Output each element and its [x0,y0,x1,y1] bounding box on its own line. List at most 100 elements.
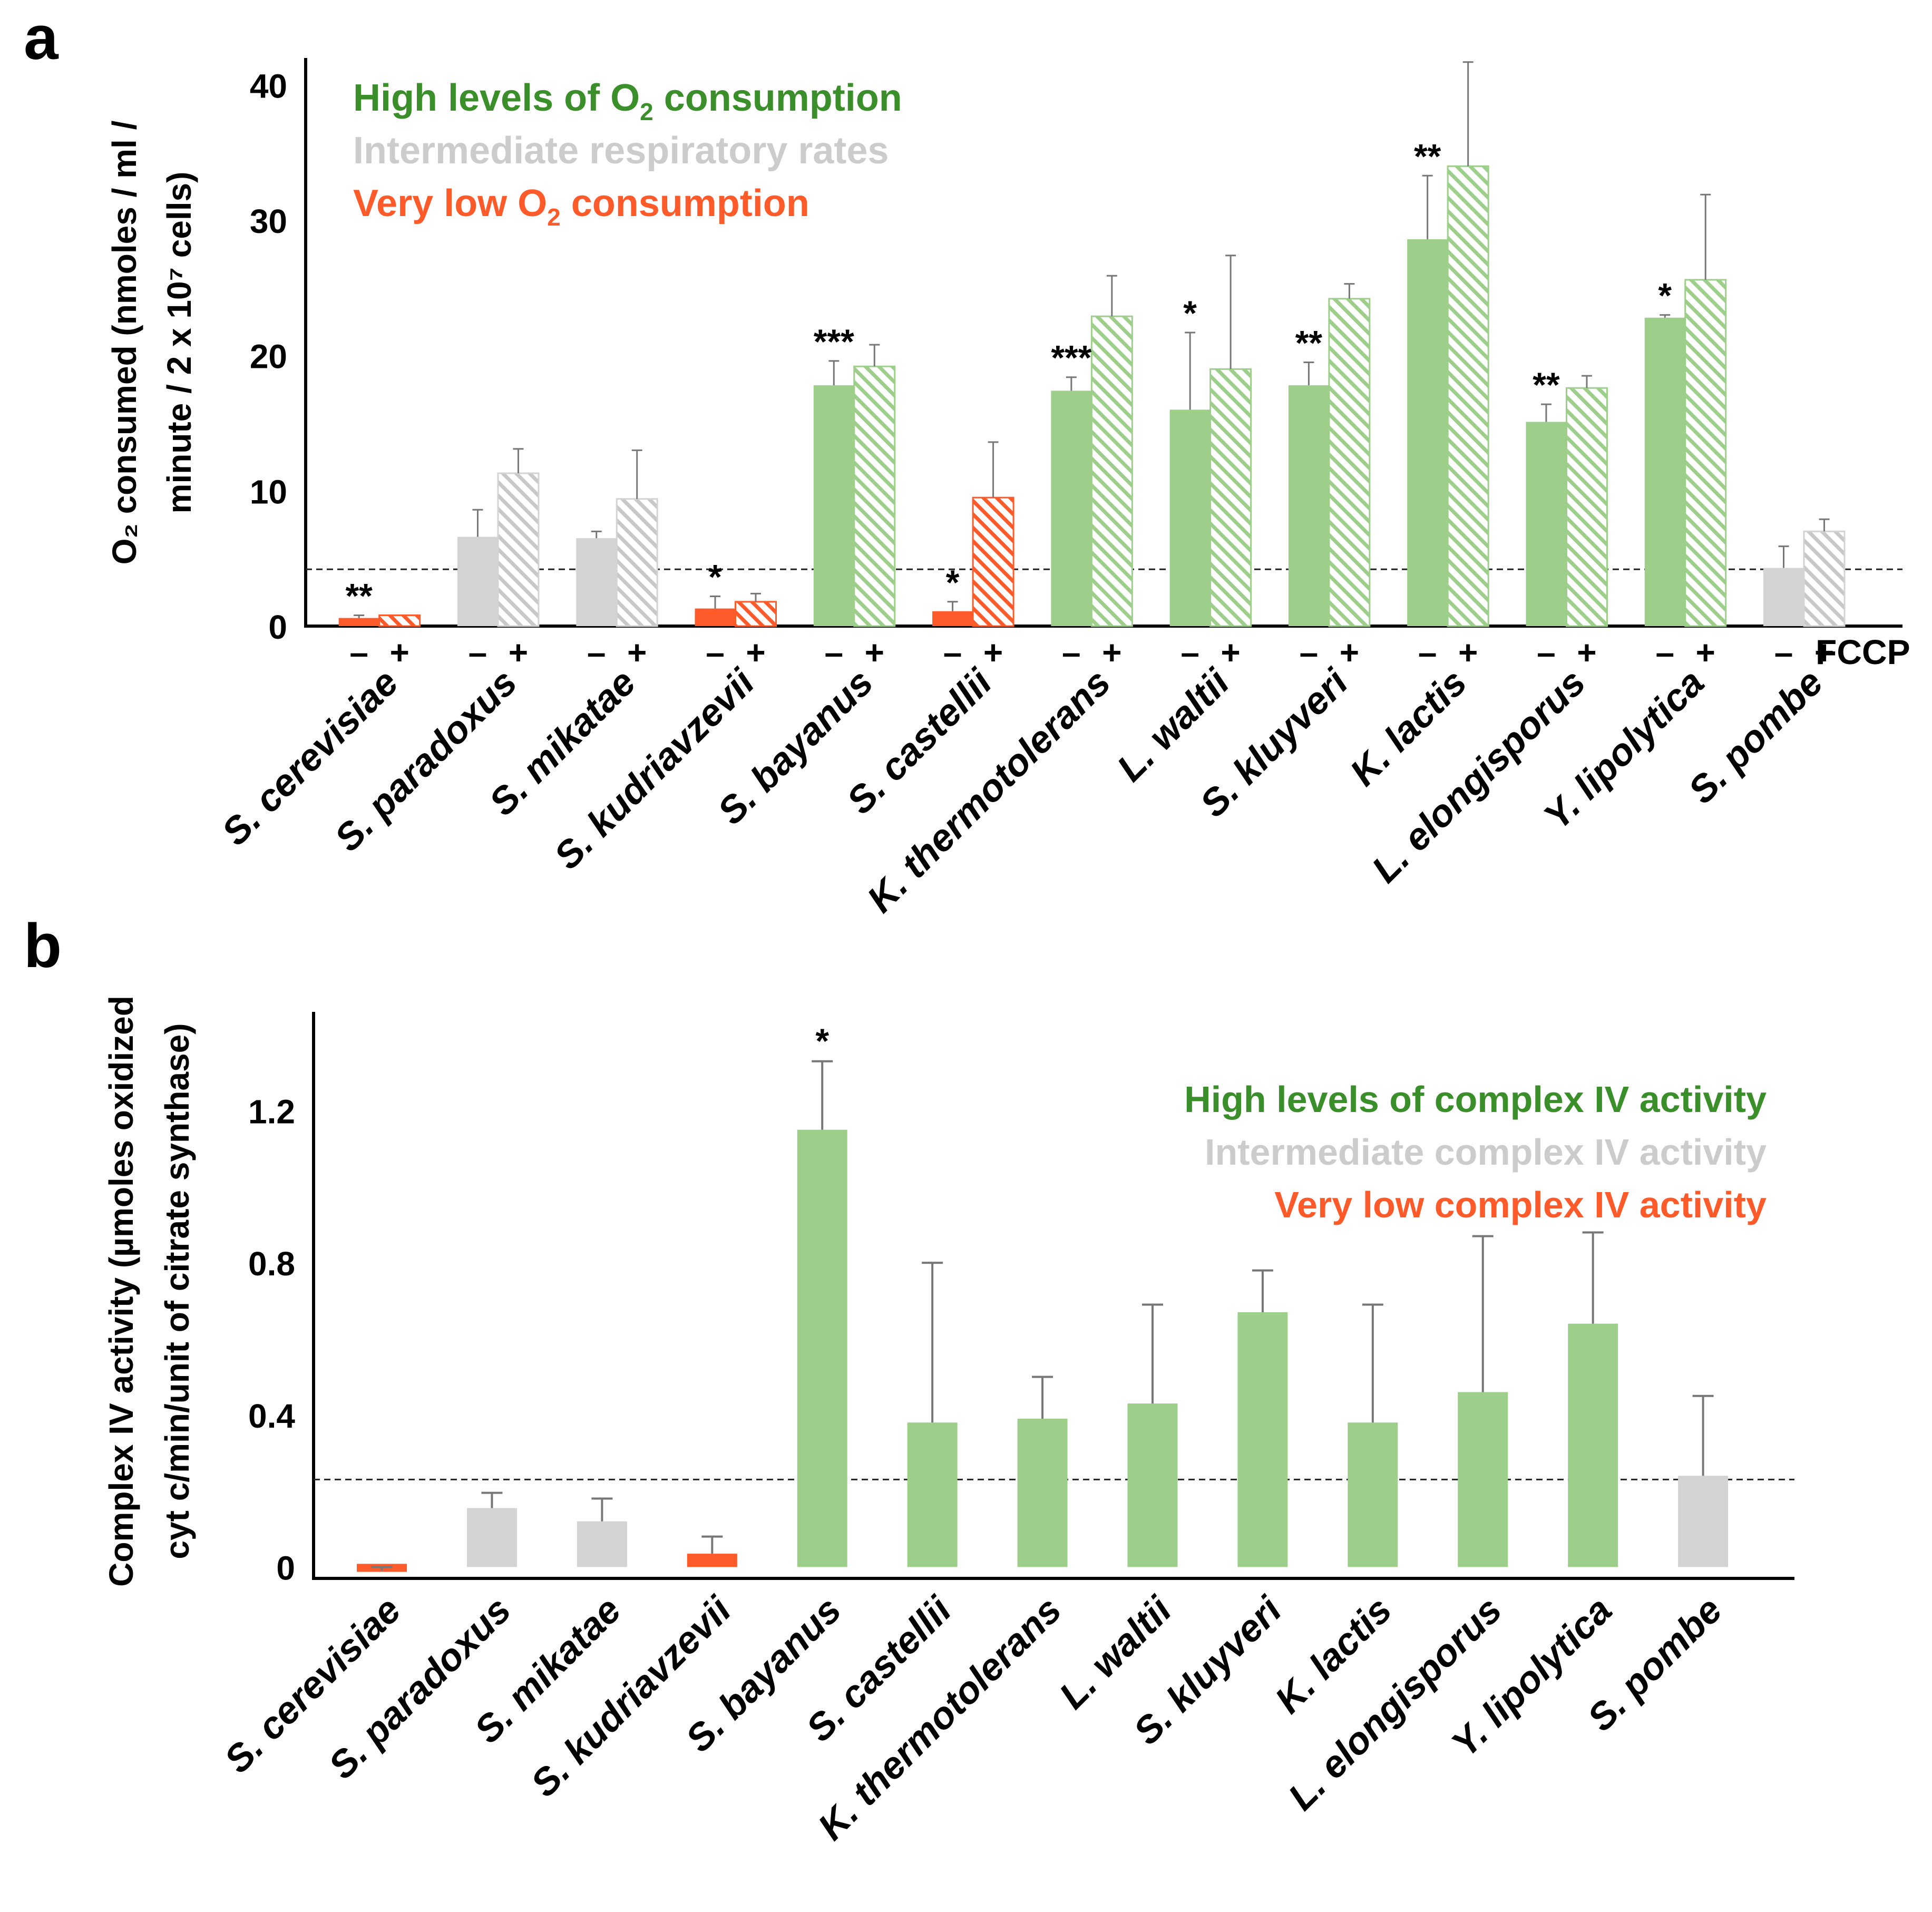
bar-b [1127,1403,1178,1567]
bar-a-minus-fccp [1051,391,1092,626]
y-tick-label-a: 20 [250,338,287,376]
bar-a-plus-fccp [1328,298,1371,627]
fccp-minus-label: – [1655,633,1674,671]
fccp-minus-label: – [706,633,725,671]
bar-a-plus-fccp [1684,279,1727,627]
bar-b [1017,1418,1068,1567]
fccp-plus-label: + [746,633,765,671]
fccp-plus-label: + [865,633,884,671]
bar-b [797,1129,847,1567]
fccp-plus-label: + [1577,633,1596,671]
legend-text-part: Very low O [353,182,547,225]
category-label-a: S. kudriavzevii [547,660,764,877]
y-axis-label-b-line1: Complex IV activity (µmoles oxidized [102,996,140,1587]
significance-mark-a: *** [1051,338,1091,377]
significance-mark-a: ** [1414,136,1441,175]
legend-entry-b: Intermediate complex IV activity [1205,1131,1767,1173]
fccp-minus-label: – [1774,633,1793,671]
bar-b [907,1422,958,1567]
bar-a-minus-fccp [813,385,854,626]
bar-a-plus-fccp [378,614,421,627]
legend-entry-a: Intermediate respiratory rates [353,130,889,172]
y-tick-label-b: 0.4 [248,1397,295,1435]
y-tick-label-a: 0 [268,608,287,646]
bar-b [1678,1476,1729,1567]
fccp-minus-label: – [1180,633,1199,671]
bar-a-plus-fccp [1447,165,1489,627]
legend-text-part: 2 [547,203,561,231]
bar-a-plus-fccp [972,496,1014,627]
fccp-minus-label: – [1418,633,1437,671]
fccp-minus-label: – [469,633,487,671]
significance-mark-a: * [946,563,960,602]
bar-b [577,1521,627,1567]
fccp-plus-label: + [1221,633,1240,671]
bar-a-plus-fccp [616,498,658,627]
bar-b [687,1554,737,1567]
fccp-plus-label: + [389,633,409,671]
bar-b [466,1508,517,1567]
significance-mark-a: * [708,558,722,597]
bar-a-minus-fccp [1644,317,1685,626]
fccp-minus-label: – [349,633,368,671]
panel-label-a: a [24,3,59,73]
bar-a-minus-fccp [1526,422,1567,626]
significance-mark-a: ** [345,576,373,615]
legend-entry-a: High levels of O2 consumption [353,77,902,125]
bar-a-minus-fccp [1288,385,1329,626]
bar-b [1348,1422,1398,1567]
y-tick-label-a: 30 [250,202,287,240]
bar-b [1568,1323,1618,1567]
fccp-minus-label: – [1537,633,1556,671]
y-axis-label-b-line2: cyt c/min/unit of citrate synthase) [158,1023,196,1559]
y-tick-label-b: 0.8 [248,1245,295,1283]
fccp-plus-label: + [1696,633,1715,671]
bar-a-minus-fccp [1407,239,1448,626]
significance-mark-a: * [1658,276,1672,315]
panel-label-b: b [24,911,62,981]
bar-a-plus-fccp [497,472,540,627]
panel-b-chart: b 0 0.4 0.8 1.2 Complex IV activity (µmoles o… [24,911,1794,1848]
bar-a-minus-fccp [338,618,379,626]
category-label-b: S. kudriavzevii [523,1588,740,1805]
y-tick-label-b: 0 [276,1549,295,1587]
fccp-label: FCCP [1816,632,1910,671]
legend-text-part: consumption [561,182,809,225]
bar-a-plus-fccp [735,601,777,627]
y-axis-label-a-line1: O₂ consumed (nmoles / ml / [105,120,143,564]
bar-a-plus-fccp [1803,530,1846,627]
fccp-plus-label: + [1458,633,1478,671]
fccp-plus-label: + [509,633,528,671]
bar-a-plus-fccp [1565,387,1608,627]
significance-mark-a: ** [1295,324,1323,363]
fccp-plus-label: + [1102,633,1121,671]
fccp-plus-label: + [983,633,1003,671]
fccp-minus-label: – [587,633,606,671]
legend-text-part: 2 [640,98,653,125]
fccp-minus-label: – [943,633,962,671]
fccp-plus-label: + [1340,633,1359,671]
fccp-plus-label: + [1814,633,1834,671]
category-label-a: L. elongisporus [1364,661,1594,891]
y-tick-label-a: 10 [250,473,287,511]
fccp-minus-label: – [824,633,843,671]
fccp-minus-label: – [1300,633,1319,671]
legend-entry-b: Very low complex IV activity [1274,1184,1767,1225]
y-tick-label-b: 1.2 [248,1093,295,1131]
legend-text-part: Intermediate respiratory rates [353,130,889,172]
bar-a-minus-fccp [1169,409,1211,626]
bar-b [1237,1312,1288,1567]
significance-mark-a: ** [1533,365,1560,404]
significance-mark-b: * [815,1021,829,1060]
bar-a-plus-fccp [853,365,896,627]
y-tick-label-a: 40 [250,67,287,105]
fccp-minus-label: – [1062,633,1081,671]
legend-entry-b: High levels of complex IV activity [1184,1079,1767,1120]
bar-a-minus-fccp [457,536,498,626]
bar-a-minus-fccp [576,538,617,626]
bar-a-minus-fccp [695,608,736,626]
y-axis-label-a-line2: minute / 2 x 10⁷ cells) [160,172,198,514]
fccp-plus-label: + [627,633,647,671]
panel-a-chart: a 0 10 20 30 40 O₂ consumed (nmoles / ml / minu… [24,3,1910,921]
